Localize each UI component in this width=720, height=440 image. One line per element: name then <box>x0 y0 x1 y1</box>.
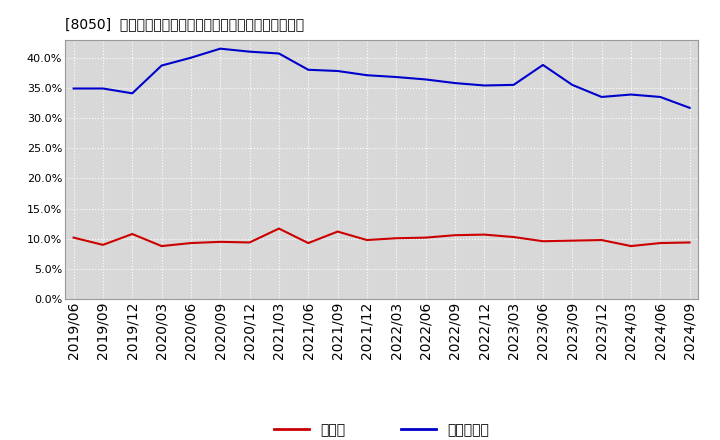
Text: [8050]  現預金、有利子負債の総資産に対する比率の推移: [8050] 現預金、有利子負債の総資産に対する比率の推移 <box>65 18 304 32</box>
Legend: 現預金, 有利子負債: 現預金, 有利子負債 <box>269 418 494 440</box>
